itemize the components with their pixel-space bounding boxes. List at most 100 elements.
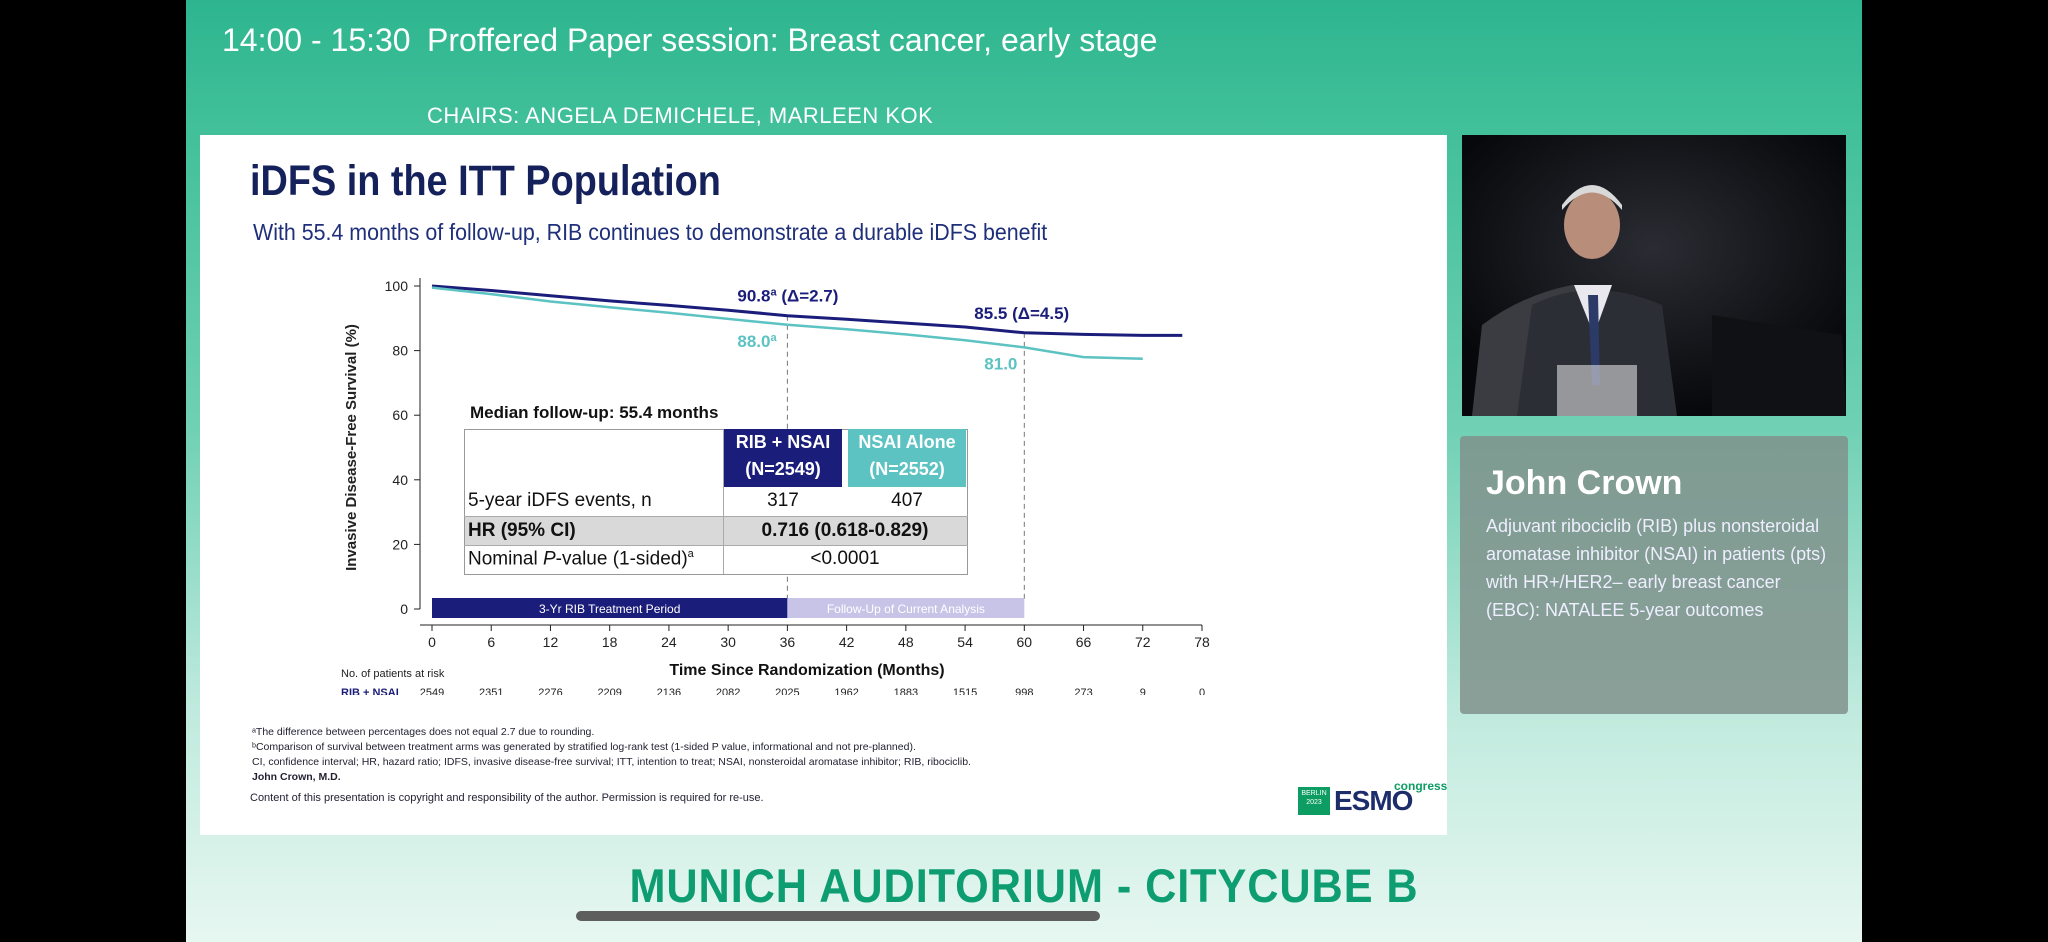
broadcast-frame: 14:00 - 15:30 Proffered Paper session: B… [186,0,1862,942]
slide-author: John Crown, M.D. [252,771,341,783]
footnote: ᵇComparison of survival between treatmen… [252,741,916,753]
x-tick-label: 54 [957,634,973,650]
annotation-delta: (Δ=2.7) [777,287,839,306]
at-risk-value: 2549 [420,687,444,695]
x-tick-label: 0 [428,634,436,650]
at-risk-value: 1962 [834,687,858,695]
row-pvalue-value: <0.0001 [810,548,880,569]
at-risk-value: 998 [1015,687,1033,695]
presentation-slide: iDFS in the ITT Population With 55.4 mon… [200,135,1447,835]
table-header-rib-line2: (N=2549) [745,459,821,479]
table-header-rib-line1: RIB + NSAI [735,432,831,452]
x-tick-label: 78 [1194,634,1210,650]
annotation-value: 85.5 [974,304,1007,323]
annotation-value: 88.0 [737,332,770,351]
curve-annotation: 90.8a (Δ=2.7) [737,287,838,306]
table-row-divider-2 [464,545,968,546]
table-row-events: 5-year iDFS events, n 317 407 [464,488,968,516]
y-tick-label: 80 [392,343,408,359]
row-hr-value: 0.716 (0.618-0.829) [761,520,929,541]
curve-annotation: 85.5 (Δ=4.5) [974,304,1069,323]
video-scrubber[interactable] [576,911,1100,921]
x-tick-label: 36 [780,634,796,650]
row-pvalue-label-a: Nominal [468,548,543,570]
x-tick-label: 6 [487,634,495,650]
at-risk-value: 2136 [657,687,681,695]
session-title: Proffered Paper session: Breast cancer, … [427,22,1158,58]
table-header-nsai-line2: (N=2552) [869,459,945,479]
esmo-logo-brand: ESMO [1334,785,1413,816]
summary-table: Median follow-up: 55.4 months RIB + NSAI… [200,135,968,575]
at-risk-title: No. of patients at risk [341,668,445,680]
annotation-sup: a [770,287,777,299]
period-label: 3-Yr RIB Treatment Period [539,602,680,616]
at-risk-value: 2082 [716,687,740,695]
speaker-video [1462,135,1846,416]
x-tick-label: 48 [898,634,914,650]
x-tick-label: 66 [1076,634,1092,650]
x-tick-label: 42 [839,634,855,650]
table-caption: Median follow-up: 55.4 months [470,403,719,422]
row-pvalue-label-p: P [542,548,556,570]
slide-footnotes: ᵃThe difference between percentages does… [252,725,971,785]
table-header-nsai: NSAI Alone (N=2552) [848,429,966,487]
at-risk-value: 2276 [538,687,562,695]
at-risk-value: 273 [1074,687,1092,695]
curve-annotation: 81.0 [984,354,1017,373]
esmo-logo-city: BERLIN 2023 [1298,787,1330,815]
annotation-value: 90.8 [737,287,770,306]
footnote: CI, confidence interval; HR, hazard rati… [252,756,971,768]
esmo-logo: BERLIN 2023 ESMO congress [1298,779,1447,821]
x-tick-label: 24 [661,634,677,650]
footnote: ᵃThe difference between percentages does… [252,726,595,738]
esmo-logo-congress: congress [1394,779,1447,793]
y-tick-label: 20 [392,536,408,552]
annotation-delta: (Δ=4.5) [1007,304,1069,323]
period-label: Follow-Up of Current Analysis [827,602,985,616]
slide-title: iDFS in the ITT Population [250,157,721,205]
y-tick-label: 60 [392,407,408,423]
table-header-nsai-line1: NSAI Alone [858,432,956,452]
curve-annotation: 88.0a [737,332,777,351]
row-events-rib: 317 [767,490,799,511]
x-tick-label: 30 [720,634,736,650]
table-row-hr: HR (95% CI) 0.716 (0.618-0.829) [465,517,967,545]
y-tick-label: 100 [385,278,409,294]
row-pvalue-sup: a [687,548,694,560]
x-tick-label: 18 [602,634,618,650]
series-line [431,286,1143,360]
x-tick-label: 60 [1017,634,1033,650]
row-pvalue-label: Nominal P-value (1-sided)a [468,548,694,570]
y-tick-label: 0 [400,601,408,617]
at-risk-value: 2209 [597,687,621,695]
y-axis-title: Invasive Disease-Free Survival (%) [343,324,360,571]
x-axis-title: Time Since Randomization (Months) [669,662,944,679]
table-row-pvalue: Nominal P-value (1-sided)a <0.0001 [464,546,968,574]
x-tick-label: 12 [543,634,559,650]
at-risk-value: 2025 [775,687,799,695]
speaker-video-image [1462,135,1846,416]
talk-title: Adjuvant ribociclib (RIB) plus nonsteroi… [1486,516,1827,620]
at-risk-value: 1883 [894,687,918,695]
venue-name: MUNICH AUDITORIUM - CITYCUBE B [629,859,1419,912]
table-col-divider [723,429,724,574]
annotation-value: 81.0 [984,354,1017,373]
at-risk-value: 9 [1140,687,1146,695]
x-tick-label: 72 [1135,634,1151,650]
table-row-divider-1 [464,516,968,517]
row-hr-label: HR (95% CI) [468,520,576,541]
series-line [431,284,1183,337]
annotation-sup: a [770,332,777,344]
y-tick-label: 40 [392,472,408,488]
session-chairs: CHAIRS: ANGELA DEMICHELE, MARLEEN KOK [427,103,934,128]
at-risk-row-label: RIB + NSAI [341,687,399,695]
at-risk-value: 1515 [953,687,977,695]
speaker-name: John Crown [1486,464,1683,502]
row-pvalue-label-b: -value (1-sided) [555,548,688,570]
table-header-rib: RIB + NSAI (N=2549) [724,429,842,487]
row-events-nsai: 407 [891,490,923,511]
period-bar [432,598,788,618]
copyright-notice: Content of this presentation is copyrigh… [250,792,764,804]
period-bar [787,598,1025,618]
